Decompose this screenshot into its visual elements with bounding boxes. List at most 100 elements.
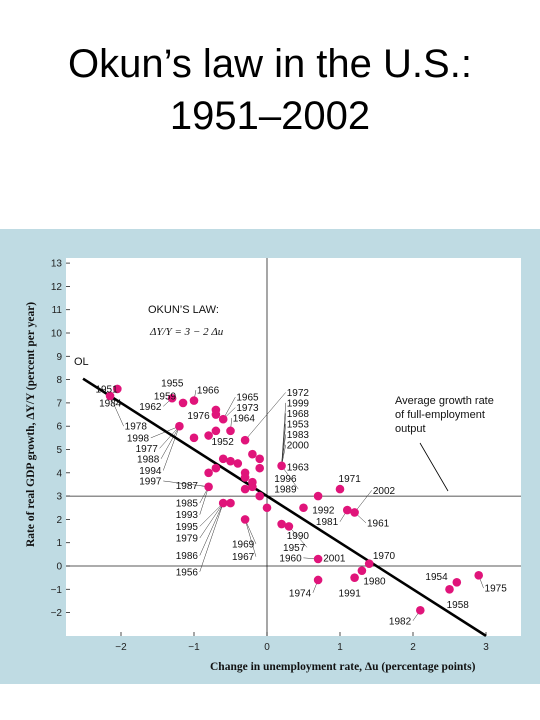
label-leader-line <box>109 395 124 427</box>
okun-law-line <box>82 377 487 637</box>
label-leader-line <box>199 502 224 539</box>
point-label: 1992 <box>312 506 335 517</box>
point-label: 1988 <box>137 454 160 465</box>
point-label: 1990 <box>287 531 310 542</box>
point-label: 1958 <box>447 600 470 611</box>
okun-law-line-label: OL <box>74 356 89 368</box>
data-point <box>350 573 359 582</box>
point-label: 1989 <box>274 485 297 496</box>
point-label: 1973 <box>236 403 259 414</box>
x-tick-label: 0 <box>264 642 270 653</box>
data-point <box>204 482 213 492</box>
data-point <box>364 559 374 568</box>
data-point <box>255 463 264 473</box>
data-point <box>105 391 115 401</box>
data-point <box>474 571 484 580</box>
point-label: 1978 <box>125 422 148 433</box>
data-point <box>178 398 188 408</box>
point-label: 1974 <box>289 588 312 599</box>
point-label: 1980 <box>363 577 386 588</box>
point-label: 1998 <box>127 433 150 444</box>
label-leader-line <box>244 519 257 557</box>
point-label: 1960 <box>279 553 302 564</box>
x-tick-label: −2 <box>115 642 127 653</box>
point-label: 1968 <box>287 409 310 420</box>
y-axis-title: Rate of real GDP growth, ΔY/Y (percent p… <box>25 302 37 547</box>
point-label: 1963 <box>287 462 310 473</box>
data-point <box>189 396 199 405</box>
data-point <box>255 454 264 464</box>
label-leader-line <box>281 465 299 490</box>
label-leader-line <box>163 426 180 471</box>
data-point <box>248 449 257 459</box>
point-label: 1962 <box>139 402 162 413</box>
y-tick-label: 9 <box>56 352 62 363</box>
data-point <box>226 456 235 466</box>
point-label: 1964 <box>233 414 256 425</box>
point-label: 1993 <box>176 510 199 521</box>
data-point <box>277 519 286 529</box>
data-point <box>211 463 221 473</box>
annotation-line-2: of full-employment <box>395 409 485 421</box>
point-label: 1983 <box>287 430 310 441</box>
point-label: 1972 <box>287 388 310 399</box>
point-label: 2000 <box>287 440 310 451</box>
y-tick-label: −2 <box>51 608 63 619</box>
data-point <box>445 585 454 594</box>
data-point <box>218 414 228 424</box>
slide-title: Okun’s law in the U.S.: 1951–2002 <box>0 38 540 142</box>
y-tick-label: 2 <box>56 515 62 526</box>
label-leader-line <box>199 503 224 572</box>
point-label: 1967 <box>232 552 255 563</box>
x-tick-label: 2 <box>410 642 416 653</box>
data-point <box>226 426 235 436</box>
data-point <box>277 461 286 471</box>
point-label: 1970 <box>373 551 396 562</box>
slide-title-line-1: Okun’s law in the U.S.: <box>68 42 472 86</box>
x-axis-title: Change in unemployment rate, Δu (percent… <box>210 661 476 673</box>
data-point <box>343 505 352 515</box>
data-point <box>313 491 323 501</box>
reference-lines <box>66 258 521 636</box>
data-point <box>211 410 221 419</box>
data-point <box>284 522 294 531</box>
point-label: 1959 <box>154 391 177 402</box>
data-point <box>240 473 250 482</box>
data-point <box>299 503 308 513</box>
y-tick-label: 12 <box>51 282 63 293</box>
label-leader-line <box>199 486 209 515</box>
y-tick-label: 3 <box>56 492 62 503</box>
point-label: 1953 <box>287 419 310 430</box>
slide-title-line-2: 1951–2002 <box>169 94 371 138</box>
y-tick-label: 8 <box>56 375 62 386</box>
label-leader-line <box>244 392 286 441</box>
data-point <box>255 491 264 501</box>
data-point <box>416 605 425 615</box>
point-label: 1979 <box>176 534 199 545</box>
label-leader-line <box>244 519 257 544</box>
okun-law-equation: ΔY/Y = 3 − 2 Δu <box>149 326 224 338</box>
data-point <box>350 508 359 517</box>
data-point <box>335 484 345 494</box>
annotation-full-employment: Average growth rate of full-employment o… <box>395 395 497 435</box>
point-label: 1977 <box>136 444 159 455</box>
data-point <box>113 384 122 394</box>
point-label: 1951 <box>95 384 118 395</box>
point-label: 1969 <box>232 539 255 550</box>
point-label: 1971 <box>339 474 362 485</box>
point-label: 1999 <box>287 398 310 409</box>
label-leader-line <box>160 426 180 459</box>
y-tick-label: 5 <box>56 445 62 456</box>
point-label: 1966 <box>197 386 220 397</box>
annotation-arrow <box>419 442 449 492</box>
y-tick-label: 1 <box>56 538 62 549</box>
data-point <box>204 468 213 478</box>
point-label: 1987 <box>176 481 199 492</box>
data-point <box>248 482 257 492</box>
point-label: 2001 <box>323 553 346 564</box>
point-label: 1991 <box>339 588 362 599</box>
data-point <box>240 515 250 524</box>
y-tick-label: 11 <box>52 305 63 316</box>
